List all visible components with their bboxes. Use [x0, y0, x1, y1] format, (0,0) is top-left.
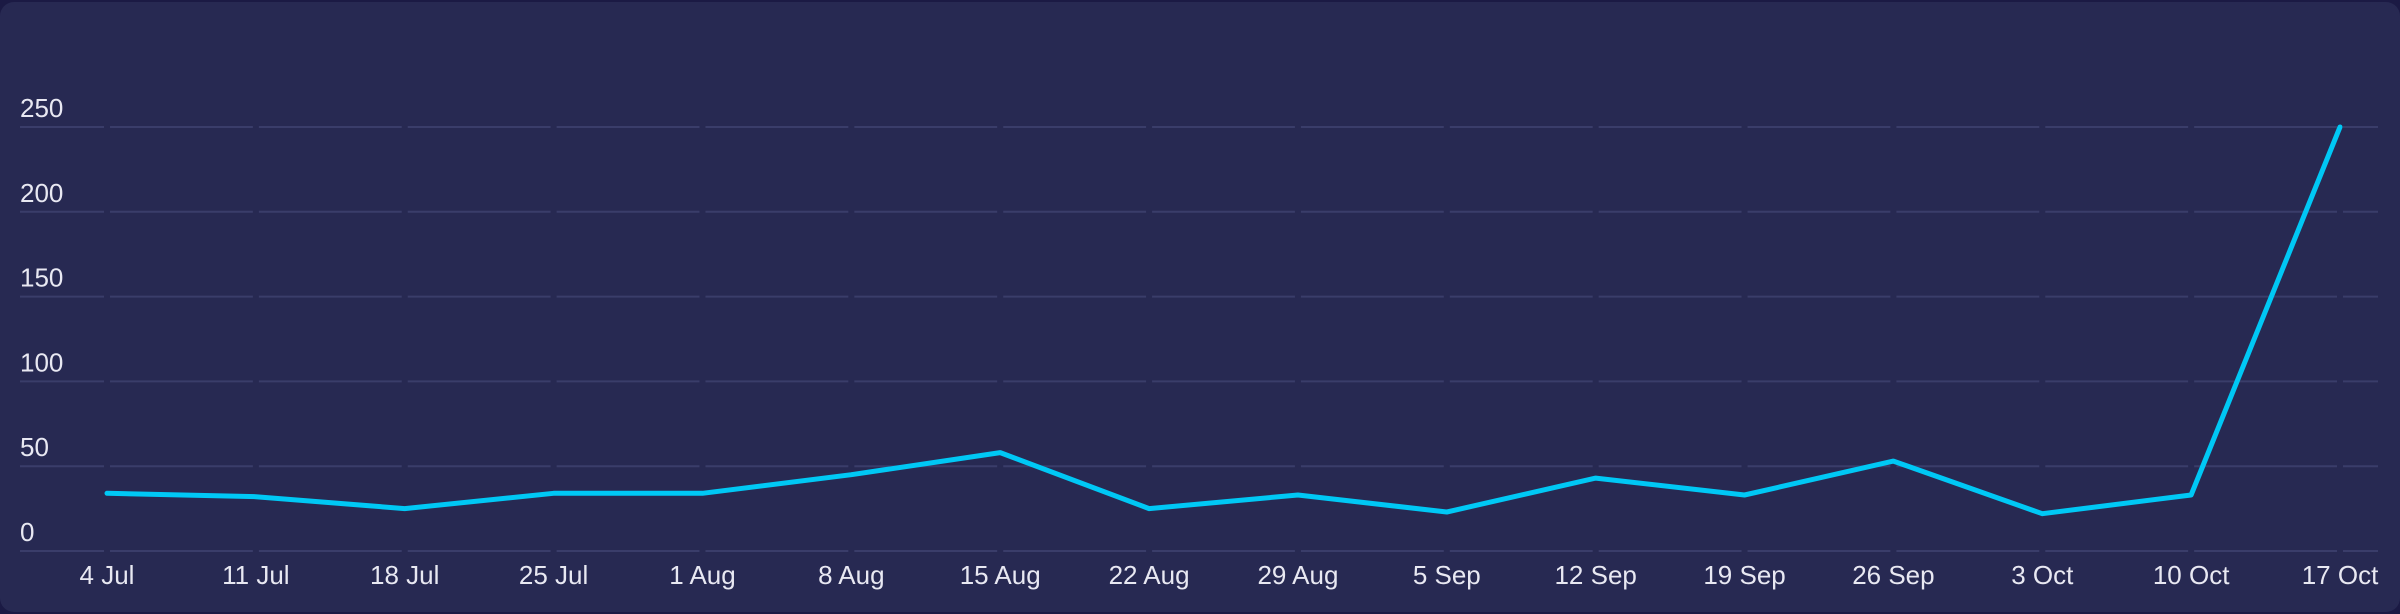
y-tick-label: 0	[20, 517, 34, 547]
gridlines	[20, 126, 2378, 552]
x-tick-label: 3 Oct	[2011, 560, 2074, 590]
x-tick-label: 12 Sep	[1554, 560, 1636, 590]
x-tick-label: 25 Jul	[519, 560, 588, 590]
x-tick-label: 4 Jul	[80, 560, 135, 590]
y-tick-label: 50	[20, 432, 49, 462]
x-tick-label: 8 Aug	[818, 560, 885, 590]
y-axis-labels: 0 50 100 150 200 250	[20, 93, 63, 547]
x-tick-label: 10 Oct	[2153, 560, 2230, 590]
series-line	[104, 124, 2343, 517]
x-tick-label: 18 Jul	[370, 560, 439, 590]
x-tick-label: 29 Aug	[1257, 560, 1338, 590]
y-tick-label: 100	[20, 347, 63, 377]
x-axis-labels: 4 Jul 11 Jul 18 Jul 25 Jul 1 Aug 8 Aug 15 Aug 2…	[80, 560, 2380, 590]
x-tick-label: 11 Jul	[222, 560, 289, 590]
y-tick-label: 200	[20, 178, 63, 208]
x-tick-label: 17 Oct	[2302, 560, 2379, 590]
x-tick-label: 22 Aug	[1109, 560, 1190, 590]
y-tick-label: 150	[20, 263, 63, 293]
x-tick-label: 26 Sep	[1852, 560, 1934, 590]
y-tick-label: 250	[20, 93, 63, 123]
x-tick-label: 5 Sep	[1413, 560, 1481, 590]
x-tick-label: 1 Aug	[669, 560, 736, 590]
x-tick-label: 15 Aug	[960, 560, 1041, 590]
x-tick-label: 19 Sep	[1703, 560, 1785, 590]
